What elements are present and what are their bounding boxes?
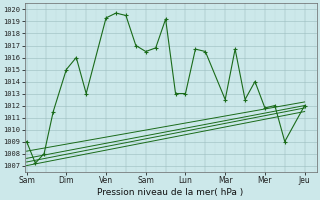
X-axis label: Pression niveau de la mer( hPa ): Pression niveau de la mer( hPa ) [98, 188, 244, 197]
